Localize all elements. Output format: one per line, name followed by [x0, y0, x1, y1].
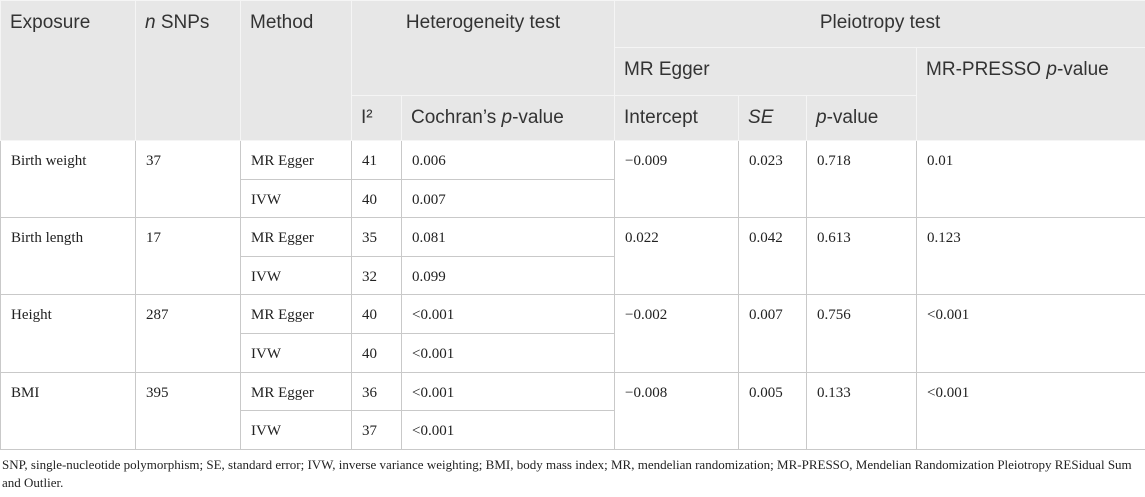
table-header: Exposure n SNPs Method Heterogeneity tes…: [0, 0, 1145, 141]
table-row: Birth length 17 MR Egger 35 0.081 0.022 0.042 0…: [0, 217, 1145, 296]
cochran-cell: <0.001: [400, 371, 616, 412]
mr-presso-cell: 0.01: [916, 139, 1145, 219]
i2-cell: 37: [351, 410, 402, 450]
i2-cell: 40: [351, 332, 402, 373]
p-value-cell: 0.756: [806, 294, 918, 373]
exposure-cell: Birth weight: [0, 139, 136, 219]
header-text: MR Egger: [624, 59, 710, 80]
header-cell: SE: [738, 95, 808, 141]
i2-cell: 32: [351, 255, 402, 296]
table-row: IVW 40 <0.001: [1, 332, 1145, 373]
header-text: Heterogeneity test: [405, 12, 561, 33]
n-snps-cell: 287: [135, 294, 241, 373]
header-cell: Cochran’s p-value: [400, 95, 616, 141]
method-cell: MR Egger: [240, 140, 352, 180]
header-text: p: [816, 107, 827, 128]
mr-presso-cell: 0.123: [916, 217, 1145, 296]
table-row: IVW 40 0.007: [1, 178, 1145, 219]
cochran-cell: <0.001: [400, 294, 616, 334]
method-cell: MR Egger: [240, 371, 352, 412]
header-text: n: [145, 12, 156, 33]
method-cell: MR Egger: [240, 217, 352, 257]
header-cell: Method: [240, 0, 352, 141]
i2-cell: 40: [351, 294, 402, 334]
se-cell: 0.023: [738, 139, 808, 219]
cochran-cell: <0.001: [400, 332, 616, 373]
i2-cell: 41: [351, 140, 402, 180]
i2-cell: 35: [351, 217, 402, 257]
table-row: Birth weight 37 MR Egger 41 0.006 −0.009 0.023…: [0, 139, 1145, 219]
cochran-cell: <0.001: [400, 410, 616, 450]
se-cell: 0.005: [738, 371, 808, 450]
exposure-cell: Birth length: [0, 217, 136, 296]
footnote: SNP, single-nucleotide polymorphism; SE,…: [2, 456, 1132, 490]
p-value-cell: 0.718: [806, 139, 918, 219]
intercept-cell: −0.008: [614, 371, 740, 450]
header-text: -value: [826, 107, 879, 128]
header-cell: MR Egger: [614, 47, 918, 96]
table-body: Birth weight 37 MR Egger 41 0.006 −0.009 0.023…: [0, 139, 1145, 450]
n-snps-cell: 395: [135, 371, 241, 450]
se-cell: 0.042: [738, 217, 808, 296]
header-cell: p-value: [806, 95, 918, 141]
n-snps-cell: 17: [135, 217, 241, 296]
header-text: Exposure: [10, 12, 91, 33]
i2-cell: 40: [351, 178, 402, 219]
header-text: Pleiotropy test: [819, 12, 941, 33]
table-row: IVW 37 <0.001: [1, 410, 1145, 450]
cochran-cell: 0.081: [400, 217, 616, 257]
header-text: MR-PRESSO: [926, 59, 1047, 80]
exposure-cell: Height: [0, 294, 136, 373]
table-row: BMI 395 MR Egger 36 <0.001 −0.008 0.005 0.133 <0…: [0, 371, 1145, 450]
method-cell: IVW: [240, 178, 352, 219]
intercept-cell: −0.009: [614, 139, 740, 219]
header-text: I²: [361, 107, 373, 128]
header-text: Cochran’s: [411, 107, 502, 128]
cochran-cell: 0.099: [400, 255, 616, 296]
header-text: -value: [512, 107, 564, 128]
i2-cell: 36: [351, 371, 402, 412]
table-row: Height 287 MR Egger 40 <0.001 −0.002 0.007 0.75…: [0, 294, 1145, 373]
exposure-cell: BMI: [0, 371, 136, 450]
method-cell: IVW: [240, 332, 352, 373]
header-cell: n SNPs: [135, 0, 241, 141]
header-cell: Pleiotropy test: [614, 0, 1145, 48]
p-value-cell: 0.133: [806, 371, 918, 450]
header-text: SNPs: [155, 12, 210, 33]
header-text: p: [1046, 59, 1057, 80]
header-text: SE: [748, 107, 774, 128]
se-cell: 0.007: [738, 294, 808, 373]
cochran-cell: 0.006: [400, 140, 616, 180]
intercept-cell: 0.022: [614, 217, 740, 296]
intercept-cell: −0.002: [614, 294, 740, 373]
p-value-cell: 0.613: [806, 217, 918, 296]
table-row: IVW 32 0.099: [1, 255, 1145, 296]
method-cell: MR Egger: [240, 294, 352, 334]
header-cell: I²: [351, 95, 402, 141]
header-text: -value: [1056, 59, 1109, 80]
header-cell: Exposure: [0, 0, 136, 141]
method-cell: IVW: [240, 410, 352, 450]
header-cell: Heterogeneity test: [350, 0, 616, 96]
header-cell: MR-PRESSO p-value: [916, 47, 1145, 141]
header-text: Method: [250, 12, 314, 33]
cochran-cell: 0.007: [400, 178, 616, 219]
header-text: p: [501, 107, 513, 128]
n-snps-cell: 37: [135, 139, 241, 219]
method-cell: IVW: [240, 255, 352, 296]
table: Exposure n SNPs Method Heterogeneity tes…: [0, 0, 1145, 450]
header-cell: Intercept: [614, 95, 740, 141]
header-text: Intercept: [624, 107, 698, 128]
mr-presso-cell: <0.001: [916, 371, 1145, 450]
mr-presso-cell: <0.001: [916, 294, 1145, 373]
